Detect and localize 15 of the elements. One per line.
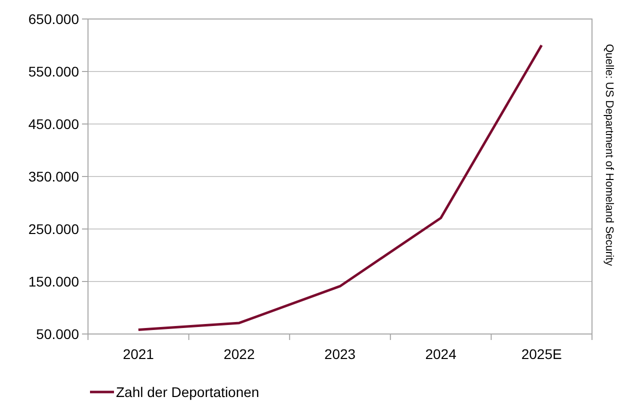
y-tick-label: 150.000 — [28, 273, 80, 290]
x-tick-label: 2022 — [224, 346, 255, 362]
legend-label: Zahl der Deportationen — [116, 384, 260, 400]
line-series — [137, 44, 543, 332]
x-tick-label: 2025E — [521, 346, 562, 362]
x-tick-label: 2021 — [122, 346, 154, 362]
y-tick-label: 650.000 — [28, 10, 80, 27]
y-tick-label: 350.000 — [28, 168, 80, 184]
x-tick-label: 2024 — [425, 346, 457, 362]
y-tick-label: 250.000 — [28, 220, 80, 237]
y-tick-label: 50.000 — [36, 326, 80, 342]
source-note: Quelle: US Department of Homeland Security — [603, 44, 615, 266]
y-tick-label: 550.000 — [28, 63, 80, 80]
x-tick-label: 2023 — [324, 346, 356, 362]
y-tick-label: 450.000 — [28, 116, 80, 132]
